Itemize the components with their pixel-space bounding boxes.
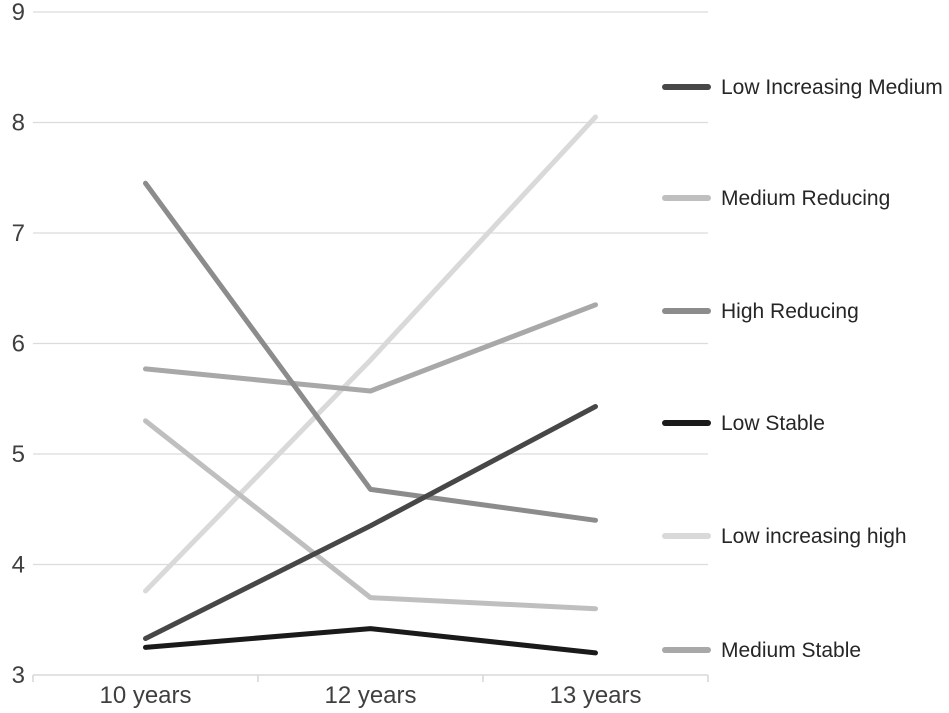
y-axis-tick-label: 6 <box>12 331 25 358</box>
legend-item-high-reducing[interactable]: High Reducing <box>662 296 859 326</box>
legend-item-medium-stable[interactable]: Medium Stable <box>662 635 861 665</box>
legend-label: Medium Reducing <box>721 186 891 210</box>
series-line-low-increasing-high[interactable] <box>143 114 598 594</box>
legend-label: Low Increasing Medium <box>721 75 943 99</box>
series-line-low-increasing-medium[interactable] <box>143 403 598 642</box>
legend-label: Medium Stable <box>721 638 862 662</box>
legend-swatch-icon <box>662 195 711 201</box>
series-line-low-stable[interactable] <box>143 626 598 656</box>
legend: Low Increasing Medium Medium Reducing High… <box>660 0 949 713</box>
series-line-high-reducing[interactable] <box>143 180 598 523</box>
y-axis-tick-label: 9 <box>12 0 25 26</box>
legend-item-low-stable[interactable]: Low Stable <box>662 408 825 438</box>
y-axis-tick-label: 7 <box>12 220 25 247</box>
legend-label: High Reducing <box>721 299 859 323</box>
y-axis-tick-label: 3 <box>12 662 25 689</box>
legend-item-medium-reducing[interactable]: Medium Reducing <box>662 183 890 213</box>
legend-item-low-increasing-high[interactable]: Low increasing high <box>662 521 907 551</box>
x-axis-category-label: 13 years <box>549 682 641 709</box>
legend-swatch-icon <box>662 84 711 90</box>
y-axis-tick-label: 8 <box>12 110 25 137</box>
legend-item-low-increasing-medium[interactable]: Low Increasing Medium <box>662 72 943 102</box>
legend-label: Low Stable <box>721 411 825 435</box>
legend-swatch-icon <box>662 308 711 314</box>
series-line-medium-stable[interactable] <box>143 302 598 394</box>
y-axis-tick-label: 5 <box>12 441 25 468</box>
y-axis-tick-label: 4 <box>12 552 25 579</box>
x-axis-category-label: 12 years <box>324 682 416 709</box>
legend-swatch-icon <box>662 420 711 426</box>
x-axis-category-label: 10 years <box>99 682 191 709</box>
series-line-medium-reducing[interactable] <box>143 418 598 612</box>
legend-swatch-icon <box>662 647 711 653</box>
legend-label: Low increasing high <box>721 524 907 548</box>
legend-swatch-icon <box>662 533 711 539</box>
